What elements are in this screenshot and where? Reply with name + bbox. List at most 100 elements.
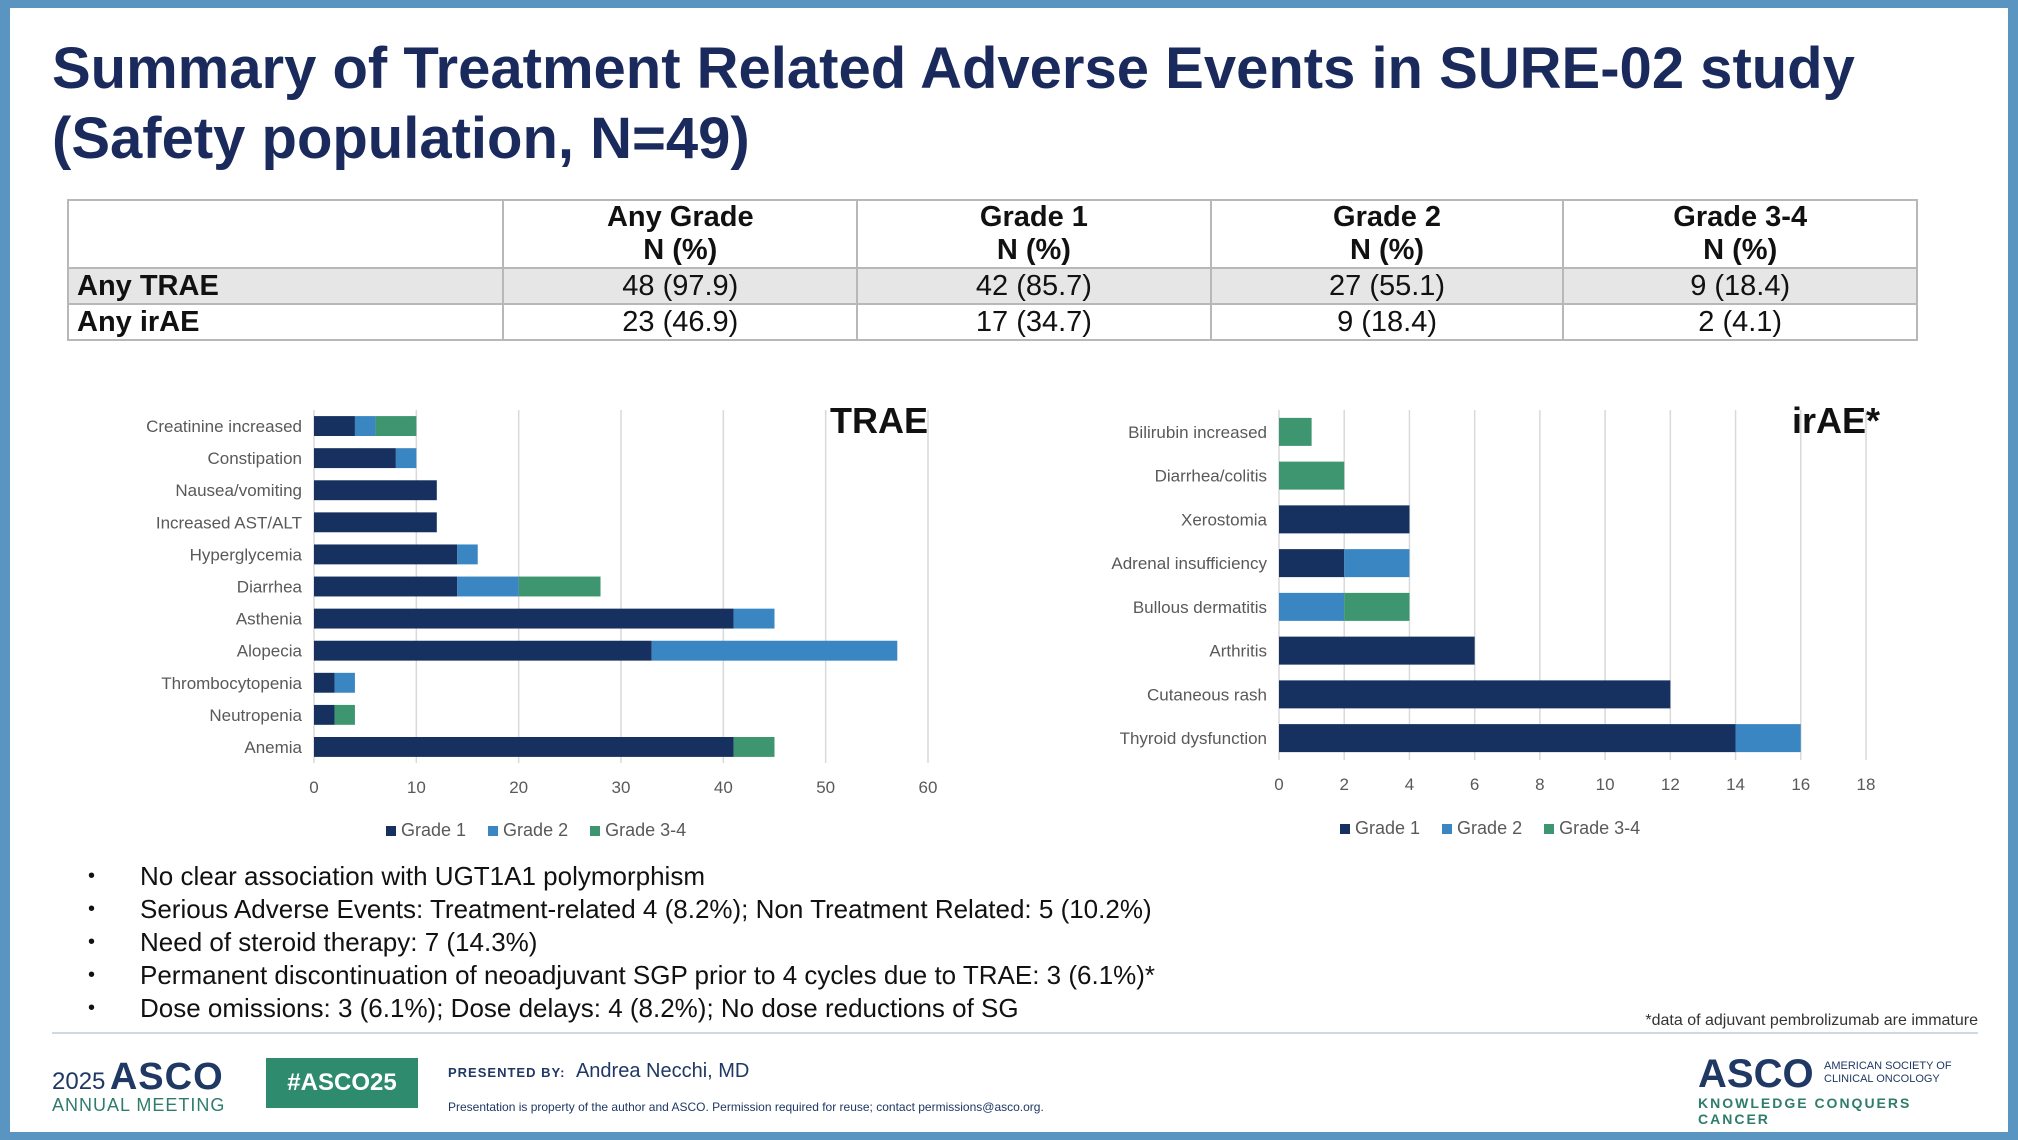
bar-segment: [1279, 417, 1312, 446]
x-tick-label: 6: [1470, 775, 1479, 794]
list-item: Permanent discontinuation of neoadjuvant…: [88, 959, 1155, 992]
table-cell: 23 (46.9): [502, 303, 859, 341]
legend-swatch-grade2: [1442, 823, 1453, 834]
legend-item: Grade 2: [1442, 818, 1522, 839]
bar-segment: [375, 416, 417, 436]
category-label: Thrombocytopenia: [161, 674, 302, 693]
category-label: Arthritis: [1209, 642, 1267, 661]
trae-chart-title: TRAE: [830, 400, 928, 441]
trae-legend: Grade 1 Grade 2 Grade 3-4: [386, 820, 686, 841]
bar-segment: [1344, 549, 1410, 578]
bar-segment: [733, 737, 775, 757]
category-label: Bullous dermatitis: [1133, 598, 1267, 617]
table-cell: 9 (18.4): [1209, 303, 1565, 341]
x-tick-label: 14: [1726, 775, 1745, 794]
x-tick-label: 10: [407, 778, 426, 797]
table-row: Any TRAE 48 (97.9) 42 (85.7) 27 (55.1) 9…: [66, 267, 1918, 305]
legend-label: Grade 2: [503, 820, 569, 840]
bar-segment: [1279, 505, 1410, 534]
category-label: Thyroid dysfunction: [1120, 729, 1267, 748]
bar-segment: [314, 608, 734, 629]
table-header-cell: [66, 199, 505, 269]
hashtag-badge: #ASCO25: [266, 1058, 418, 1108]
category-label: Increased AST/ALT: [156, 513, 302, 532]
legend-item: Grade 3-4: [590, 820, 686, 841]
bar-segment: [1735, 724, 1801, 753]
presented-by-label: PRESENTED BY:: [448, 1065, 566, 1080]
bullet-list: No clear association with UGT1A1 polymor…: [88, 860, 1155, 1025]
x-tick-label: 30: [612, 778, 631, 797]
bar-segment: [314, 544, 458, 565]
list-item: Serious Adverse Events: Treatment-relate…: [88, 893, 1155, 926]
bar-segment: [314, 480, 437, 501]
list-item: Need of steroid therapy: 7 (14.3%): [88, 926, 1155, 959]
x-tick-label: 2: [1339, 775, 1348, 794]
irae-chart-svg: 0 2 4 6 8 10 12 14 16 18 Bilirubin increased Diarrh…: [1111, 410, 1875, 794]
legend-swatch-grade1: [386, 825, 396, 836]
category-label: Adrenal insufficiency: [1111, 554, 1267, 573]
property-notice: Presentation is property of the author a…: [448, 1100, 1044, 1114]
category-label: Nausea/vomiting: [175, 481, 302, 500]
bar-segment: [1279, 549, 1345, 578]
bar-segment: [314, 448, 396, 469]
bar-segment: [518, 576, 601, 597]
slide-title: Summary of Treatment Related Adverse Eve…: [52, 36, 1855, 171]
legend-item: Grade 1: [386, 820, 466, 841]
legend-label: Grade 1: [1355, 818, 1421, 838]
category-label: Cutaneous rash: [1147, 685, 1267, 704]
x-tick-label: 10: [1596, 775, 1615, 794]
society-name: AMERICAN SOCIETY OF CLINICAL ONCOLOGY: [1824, 1060, 1952, 1085]
category-label: Bilirubin increased: [1128, 423, 1267, 442]
x-tick-label: 16: [1791, 775, 1810, 794]
legend-label: Grade 1: [401, 820, 467, 840]
bar-segment: [1279, 592, 1345, 621]
legend-item: Grade 2: [488, 820, 568, 841]
bar-segment: [314, 416, 355, 436]
category-label: Alopecia: [237, 642, 303, 661]
category-label: Hyperglycemia: [190, 545, 303, 564]
bar-segment: [334, 672, 355, 693]
irae-chart-title: irAE*: [1792, 400, 1881, 441]
asco-logo-text: ASCO: [1698, 1052, 1814, 1096]
table-row-label: Any TRAE: [66, 267, 505, 305]
x-tick-label: 12: [1661, 775, 1680, 794]
bar-segment: [1279, 636, 1475, 665]
table-cell: 48 (97.9): [502, 267, 859, 305]
bar-segment: [395, 448, 417, 469]
bar-segment: [314, 640, 652, 661]
meeting-asco: ASCO: [109, 1056, 224, 1098]
x-tick-label: 40: [714, 778, 733, 797]
presenter-name: Andrea Necchi, MD: [575, 1060, 750, 1082]
category-label: Diarrhea/colitis: [1155, 467, 1267, 486]
bar-segment: [457, 544, 478, 565]
category-label: Neutropenia: [209, 706, 302, 725]
bar-segment: [1279, 461, 1345, 490]
bar-segment: [314, 576, 458, 597]
table-row-label: Any irAE: [66, 303, 505, 341]
table-header-cell: Grade 3-4 N (%): [1562, 199, 1918, 269]
bar-segment: [1279, 680, 1671, 709]
legend-label: Grade 3-4: [605, 820, 687, 840]
x-tick-label: 50: [816, 778, 835, 797]
legend-swatch-grade1: [1340, 823, 1350, 834]
category-label: Asthenia: [236, 610, 303, 629]
legend-swatch-grade2: [488, 825, 499, 836]
irae-legend: Grade 1 Grade 2 Grade 3-4: [1340, 818, 1640, 839]
slide: Summary of Treatment Related Adverse Eve…: [10, 8, 2008, 1132]
legend-item: Grade 3-4: [1544, 818, 1640, 839]
bar-segment: [457, 576, 519, 597]
table-cell: 17 (34.7): [856, 303, 1212, 341]
table-cell: 9 (18.4): [1562, 267, 1918, 305]
meeting-year: 2025: [52, 1068, 106, 1095]
x-tick-label: 60: [919, 778, 938, 797]
category-label: Creatinine increased: [146, 417, 302, 436]
table-cell: 2 (4.1): [1562, 303, 1918, 341]
bar-segment: [733, 608, 775, 629]
list-item: No clear association with UGT1A1 polymor…: [88, 860, 1155, 893]
x-tick-label: 20: [509, 778, 528, 797]
asco-logo: ASCO AMERICAN SOCIETY OF CLINICAL ONCOLOG…: [1698, 1052, 1968, 1127]
table-row: Any irAE 23 (46.9) 17 (34.7) 9 (18.4) 2 …: [66, 303, 1918, 341]
